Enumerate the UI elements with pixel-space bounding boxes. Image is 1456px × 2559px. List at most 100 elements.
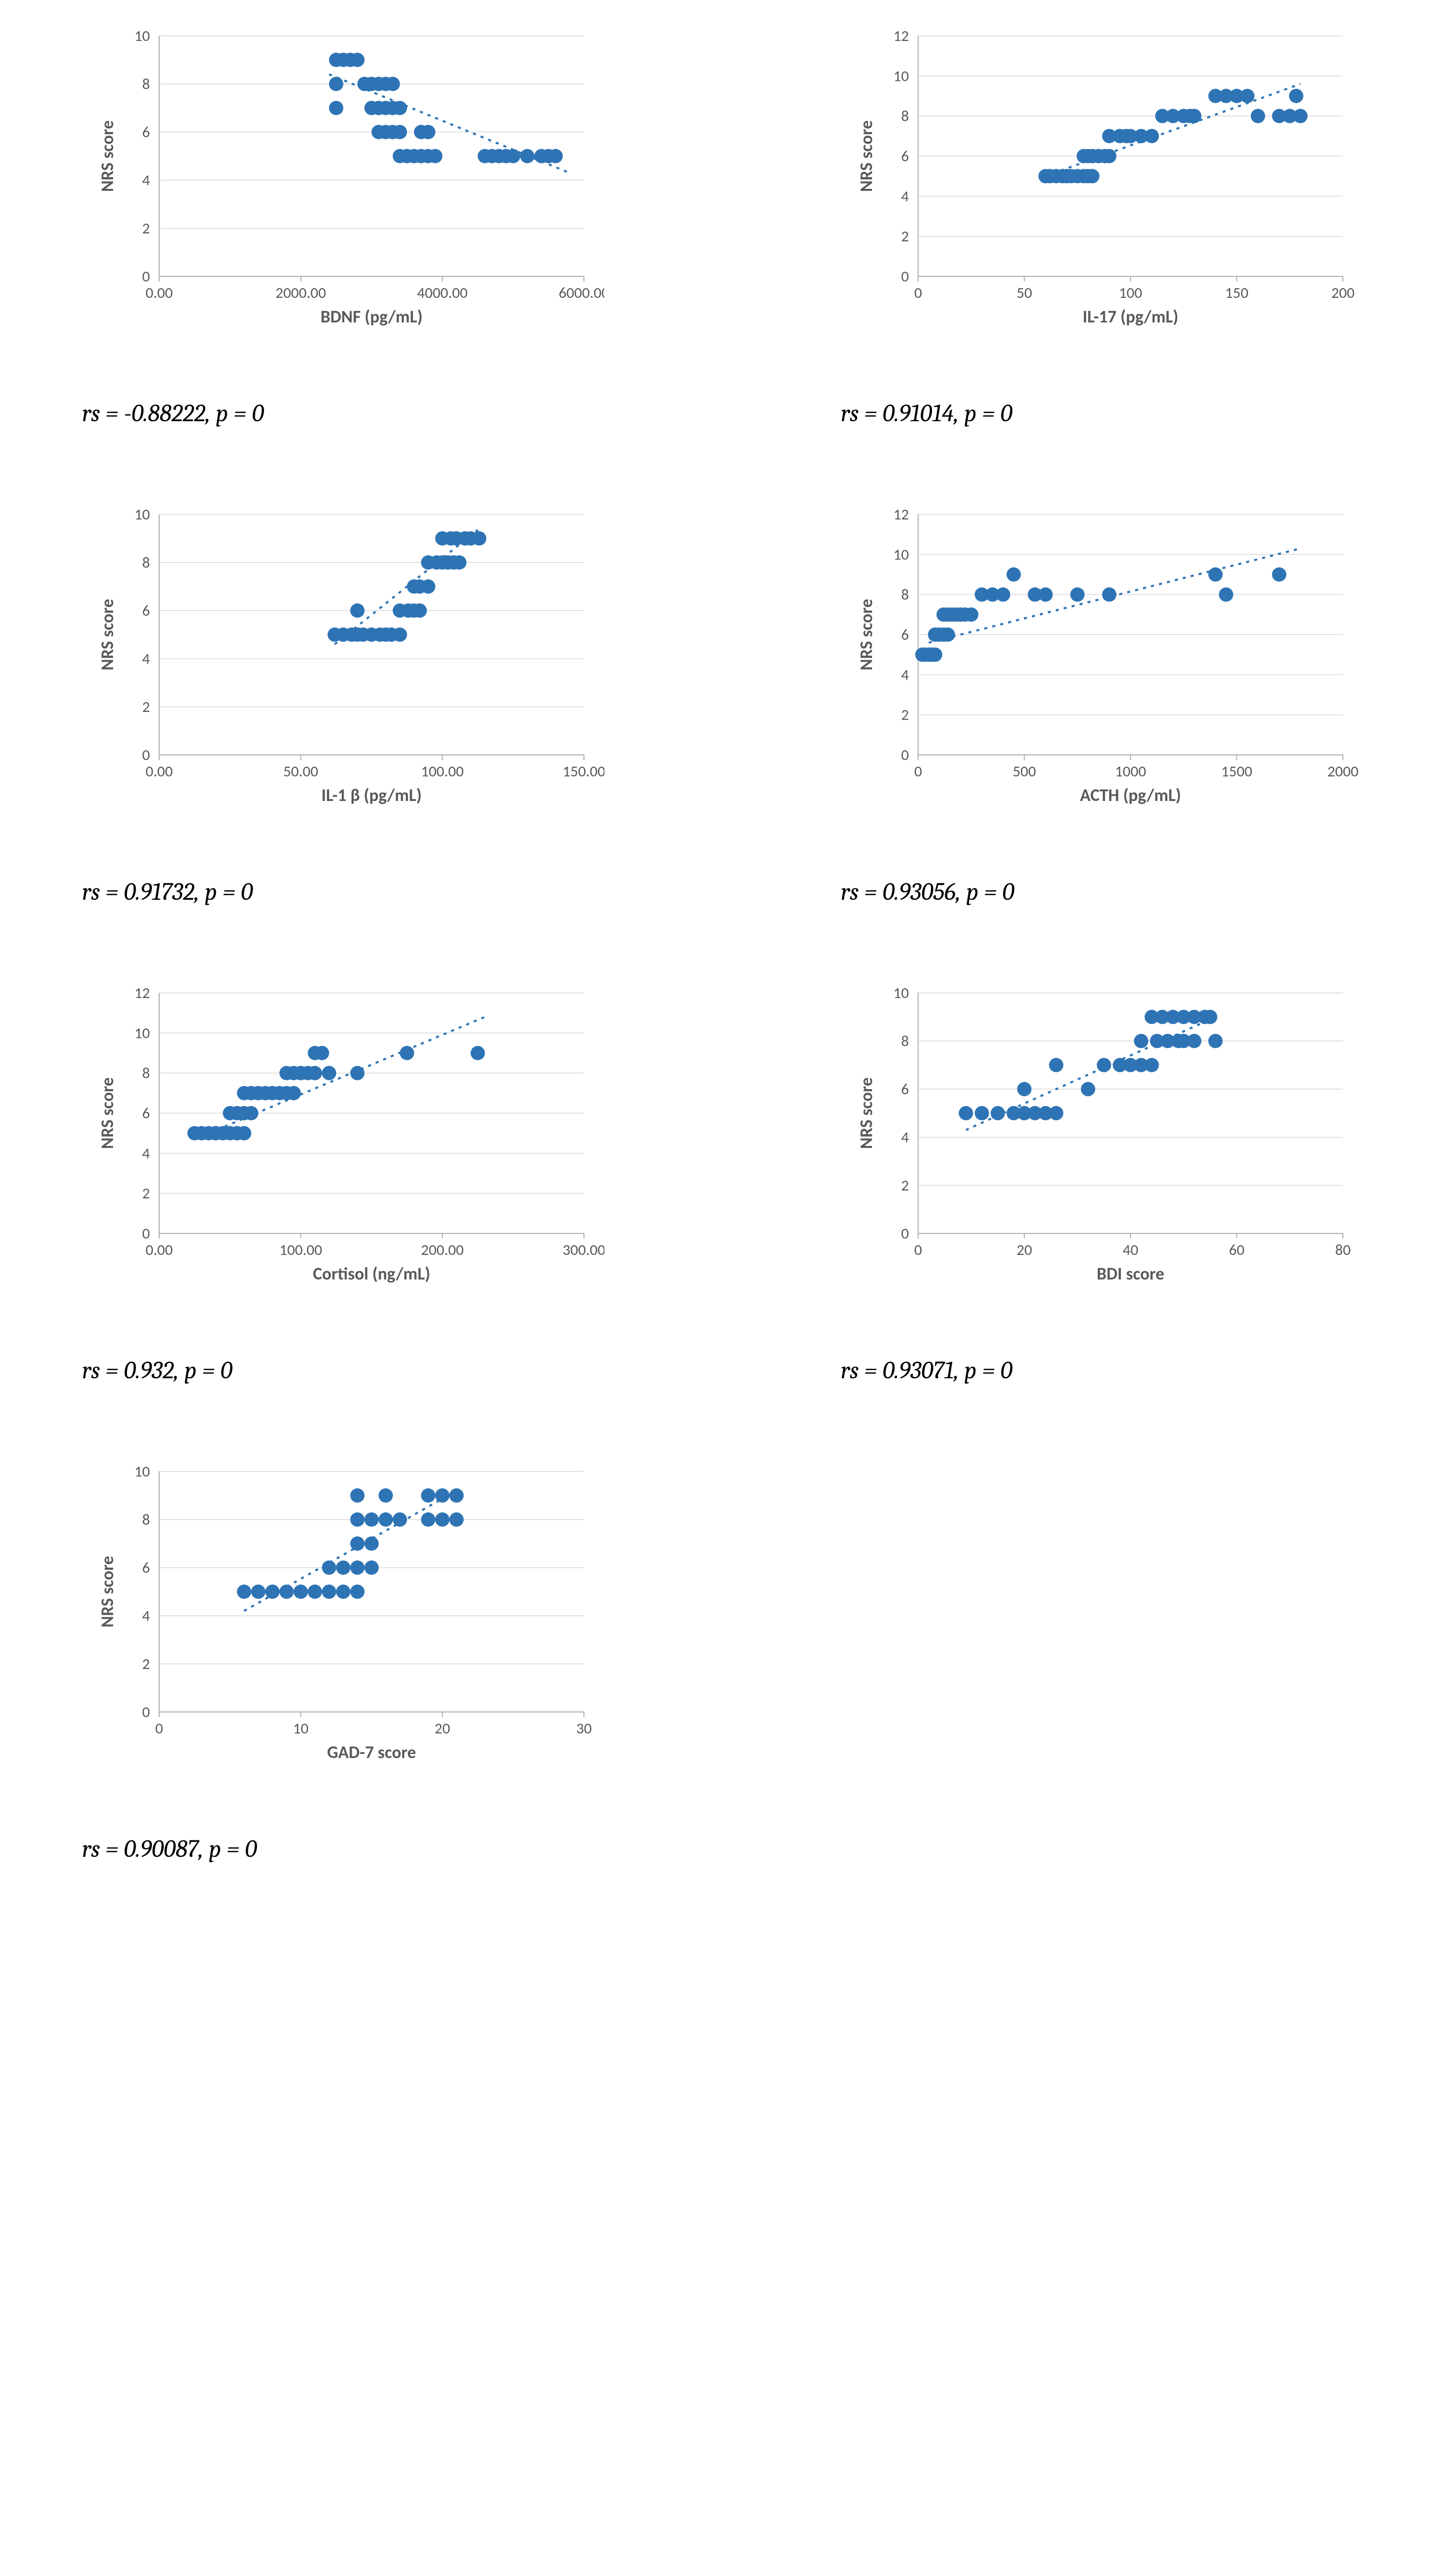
- data-point: [452, 555, 467, 570]
- stats-caption: rs = 0.91014, p = 0: [779, 399, 1013, 427]
- data-point: [315, 1046, 329, 1060]
- data-point: [1187, 1034, 1201, 1048]
- data-point: [364, 1512, 379, 1527]
- svg-text:20: 20: [1016, 1241, 1032, 1260]
- data-point: [959, 1106, 973, 1120]
- data-point: [520, 149, 535, 163]
- data-point: [351, 603, 365, 618]
- scatter-chart-il17: 024681012050100150200IL-17 (pg/mL)NRS sc…: [852, 20, 1363, 338]
- scatter-chart-bdi: 0246810020406080BDI scoreNRS score: [852, 978, 1363, 1295]
- data-point: [436, 1488, 450, 1503]
- svg-text:2: 2: [901, 1176, 909, 1195]
- data-point: [1097, 1058, 1111, 1072]
- svg-text:1500: 1500: [1221, 762, 1252, 781]
- data-point: [351, 1512, 365, 1527]
- x-axis-title: ACTH (pg/mL): [1080, 785, 1181, 806]
- chart-panel-il17: 024681012050100150200IL-17 (pg/mL)NRS sc…: [779, 20, 1436, 468]
- data-point: [308, 1585, 322, 1599]
- data-point: [1134, 1034, 1148, 1048]
- svg-text:8: 8: [142, 1064, 150, 1083]
- svg-text:10: 10: [135, 27, 150, 46]
- chart-panel-bdi: 0246810020406080BDI scoreNRS scorers = 0…: [779, 978, 1436, 1425]
- svg-text:2000.00: 2000.00: [276, 284, 327, 302]
- x-axis-title: GAD-7 score: [327, 1742, 416, 1763]
- data-point: [1293, 109, 1308, 123]
- svg-text:300.00: 300.00: [562, 1241, 604, 1260]
- data-point: [1272, 568, 1286, 582]
- chart-panel-gad7: 02468100102030GAD-7 scoreNRS scorers = 0…: [20, 1456, 677, 1904]
- data-point: [996, 588, 1010, 602]
- svg-text:0: 0: [901, 746, 909, 765]
- data-point: [244, 1106, 258, 1120]
- svg-text:4: 4: [142, 171, 150, 190]
- svg-text:4: 4: [142, 1607, 150, 1625]
- scatter-chart-gad7: 02468100102030GAD-7 scoreNRS score: [93, 1456, 604, 1773]
- svg-text:4000.00: 4000.00: [417, 284, 468, 302]
- svg-text:12: 12: [893, 27, 908, 46]
- svg-text:200: 200: [1331, 284, 1355, 302]
- svg-text:6: 6: [142, 1104, 150, 1123]
- data-point: [251, 1585, 266, 1599]
- data-point: [279, 1585, 294, 1599]
- data-point: [449, 1512, 464, 1527]
- data-point: [1119, 129, 1133, 143]
- scatter-chart-acth: 0246810120500100015002000ACTH (pg/mL)NRS…: [852, 499, 1363, 816]
- svg-text:80: 80: [1335, 1241, 1351, 1260]
- data-point: [322, 1066, 336, 1080]
- data-point: [351, 53, 365, 67]
- svg-text:500: 500: [1012, 762, 1036, 781]
- data-point: [1208, 568, 1223, 582]
- svg-text:4: 4: [901, 187, 909, 206]
- data-point: [472, 531, 487, 546]
- data-point: [1049, 1058, 1063, 1072]
- svg-text:4: 4: [142, 649, 150, 668]
- svg-text:20: 20: [434, 1719, 450, 1738]
- svg-text:30: 30: [576, 1719, 592, 1738]
- svg-text:10: 10: [135, 1462, 150, 1481]
- x-axis-title: IL-17 (pg/mL): [1082, 307, 1178, 328]
- svg-text:100: 100: [1119, 284, 1142, 302]
- svg-text:0: 0: [156, 1719, 163, 1738]
- x-axis-title: IL-1 β (pg/mL): [321, 785, 422, 806]
- data-point: [266, 1585, 280, 1599]
- svg-text:2000: 2000: [1327, 762, 1358, 781]
- data-point: [1219, 588, 1233, 602]
- svg-text:2: 2: [142, 1655, 150, 1674]
- svg-text:6: 6: [142, 123, 150, 142]
- svg-text:150.00: 150.00: [562, 762, 604, 781]
- data-point: [400, 1046, 414, 1060]
- data-point: [351, 1560, 365, 1575]
- data-point: [393, 101, 407, 115]
- trend-line: [194, 1017, 485, 1139]
- svg-text:6: 6: [901, 147, 909, 166]
- svg-text:0.00: 0.00: [146, 284, 173, 302]
- data-point: [308, 1066, 322, 1080]
- svg-text:0.00: 0.00: [146, 1241, 173, 1260]
- data-point: [379, 1512, 393, 1527]
- svg-text:2: 2: [901, 227, 909, 246]
- svg-text:4: 4: [142, 1144, 150, 1163]
- data-point: [928, 647, 942, 662]
- data-point: [421, 1488, 436, 1503]
- svg-text:6: 6: [142, 1558, 150, 1577]
- data-point: [1081, 1082, 1095, 1096]
- chart-panel-cortisol: 0246810120.00100.00200.00300.00Cortisol …: [20, 978, 677, 1425]
- y-axis-title: NRS score: [856, 120, 877, 192]
- data-point: [351, 1585, 365, 1599]
- svg-text:8: 8: [142, 1510, 150, 1529]
- x-axis-title: Cortisol (ng/mL): [313, 1264, 430, 1285]
- scatter-chart-bdnf: 02468100.002000.004000.006000.00BDNF (pg…: [93, 20, 604, 338]
- data-point: [1085, 149, 1099, 163]
- data-point: [421, 125, 436, 139]
- svg-text:8: 8: [142, 553, 150, 572]
- chart-panel-acth: 0246810120500100015002000ACTH (pg/mL)NRS…: [779, 499, 1436, 947]
- svg-text:6000.00: 6000.00: [559, 284, 604, 302]
- data-point: [336, 1585, 351, 1599]
- y-axis-title: NRS score: [97, 599, 118, 670]
- data-point: [974, 1106, 989, 1120]
- data-point: [294, 1585, 308, 1599]
- svg-text:60: 60: [1229, 1241, 1244, 1260]
- data-point: [386, 77, 400, 91]
- svg-text:0: 0: [914, 762, 922, 781]
- svg-text:200.00: 200.00: [421, 1241, 464, 1260]
